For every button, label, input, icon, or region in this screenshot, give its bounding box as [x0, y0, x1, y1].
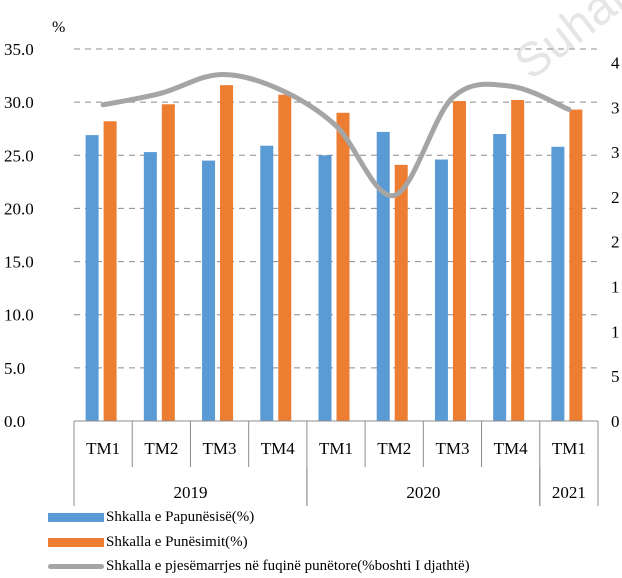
y-tick-label: 5.0 — [4, 359, 25, 378]
bar-unemployment — [202, 160, 216, 421]
y-right-tick-label: 2 — [611, 233, 620, 252]
legend-label-employment: Shkalla e Punësimit(%) — [106, 533, 248, 550]
legend-item-unemployment: Shkalla e Papunësisë(%) — [48, 506, 254, 528]
legend-item-participation: Shkalla e pjesëmarrjes në fuqinë punëtor… — [48, 555, 470, 577]
y-right-tick-label: 1 — [611, 322, 620, 341]
y-tick-label: 25.0 — [4, 146, 34, 165]
participation-line — [100, 72, 572, 198]
bar-unemployment — [434, 159, 448, 421]
y-tick-label: 20.0 — [4, 199, 34, 218]
bar-unemployment — [376, 131, 390, 421]
bar-employment — [569, 109, 583, 421]
x-category-label: TM4 — [494, 439, 529, 458]
bar-unemployment — [85, 135, 99, 421]
year-group-label: 2021 — [552, 483, 586, 502]
legend-item-employment: Shkalla e Punësimit(%) — [48, 531, 248, 553]
y-right-tick-label: 5 — [611, 367, 620, 386]
y-tick-label: 15.0 — [4, 253, 34, 272]
x-category-label: TM4 — [261, 439, 296, 458]
y-tick-label: 10.0 — [4, 306, 34, 325]
x-category-label: TM2 — [377, 439, 411, 458]
y-right-tick-label: 3 — [611, 143, 620, 162]
y-tick-label: 35.0 — [4, 40, 34, 59]
y-tick-label: 0.0 — [4, 412, 25, 431]
line-layer — [100, 72, 572, 198]
x-category-label: TM3 — [435, 439, 469, 458]
legend-swatch-participation — [48, 563, 104, 569]
x-category-label: TM1 — [552, 439, 586, 458]
x-category-label: TM1 — [319, 439, 353, 458]
bar-employment — [220, 85, 234, 421]
y-right-tick-label: 2 — [611, 188, 620, 207]
x-category-label: TM3 — [203, 439, 237, 458]
y-axis-unit-label: % — [52, 19, 65, 36]
chart-area: % 0.0 5.0 10.0 15.0 20.0 25.0 30.0 35.0 0 5 1 1 2 2 3 3 4… — [4, 19, 620, 506]
bar-employment — [394, 164, 408, 421]
y-right-tick-label: 1 — [611, 278, 620, 297]
legend-label-participation: Shkalla e pjesëmarrjes në fuqinë punëtor… — [106, 557, 470, 574]
bar-employment — [103, 121, 117, 421]
bars-layer — [85, 85, 583, 422]
x-category-label: TM2 — [144, 439, 178, 458]
y-right-tick-label: 3 — [611, 98, 620, 117]
bar-unemployment — [551, 146, 565, 422]
legend-swatch-employment — [48, 537, 104, 547]
legend-label-unemployment: Shkalla e Papunësisë(%) — [106, 508, 255, 525]
bar-unemployment — [260, 145, 274, 421]
y-tick-label: 30.0 — [4, 93, 34, 112]
bar-unemployment — [318, 155, 332, 422]
axes-layer — [73, 420, 599, 506]
bar-unemployment — [143, 152, 157, 421]
x-category-label: TM1 — [86, 439, 120, 458]
bar-unemployment — [493, 134, 507, 421]
legend: Shkalla e Papunësisë(%) Shkalla e Punësi… — [0, 506, 622, 578]
y-right-tick-label: 4 — [611, 53, 620, 72]
bar-employment — [278, 94, 292, 422]
year-group-label: 2019 — [173, 483, 207, 502]
bar-employment — [161, 104, 175, 422]
legend-swatch-unemployment — [48, 512, 104, 522]
labels-layer: % 0.0 5.0 10.0 15.0 20.0 25.0 30.0 35.0 0 5 1 1 2 2 3 3 4… — [4, 19, 620, 502]
bar-employment — [452, 101, 466, 421]
y-right-tick-label: 0 — [611, 412, 620, 431]
bar-employment — [511, 100, 525, 421]
year-group-label: 2020 — [406, 483, 440, 502]
bar-employment — [336, 112, 350, 422]
